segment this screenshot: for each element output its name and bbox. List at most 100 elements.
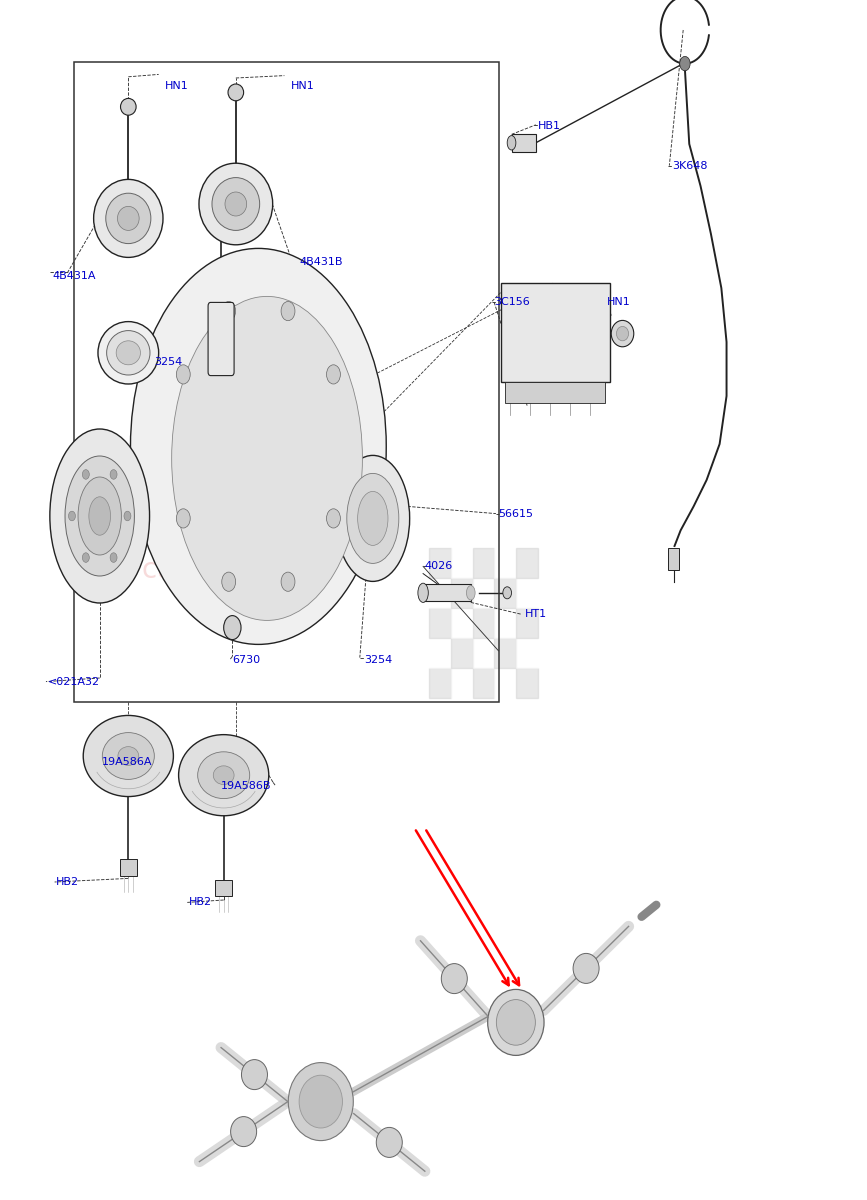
- Circle shape: [224, 616, 241, 640]
- Circle shape: [176, 365, 190, 384]
- Ellipse shape: [198, 751, 250, 799]
- Bar: [516, 638, 538, 668]
- Ellipse shape: [118, 206, 139, 230]
- Circle shape: [281, 572, 295, 592]
- Ellipse shape: [418, 583, 428, 602]
- Circle shape: [124, 511, 131, 521]
- Text: HB1: HB1: [538, 121, 561, 131]
- Ellipse shape: [83, 715, 173, 797]
- Bar: [473, 548, 494, 578]
- Text: HN1: HN1: [290, 82, 314, 91]
- Bar: [668, 548, 679, 570]
- Bar: [429, 668, 451, 698]
- Text: 19A586B: 19A586B: [221, 781, 271, 791]
- Ellipse shape: [231, 1116, 257, 1147]
- Ellipse shape: [130, 248, 387, 644]
- Ellipse shape: [121, 98, 136, 115]
- Circle shape: [327, 509, 341, 528]
- Bar: [120, 859, 137, 876]
- Text: 3C156: 3C156: [494, 298, 530, 307]
- Ellipse shape: [50, 430, 150, 604]
- Bar: [423, 584, 471, 601]
- Bar: [473, 578, 494, 608]
- Ellipse shape: [179, 734, 269, 816]
- Circle shape: [82, 469, 89, 479]
- Circle shape: [110, 469, 117, 479]
- Bar: [451, 608, 473, 638]
- Circle shape: [680, 56, 690, 71]
- Circle shape: [68, 511, 75, 521]
- Ellipse shape: [212, 178, 260, 230]
- Bar: [505, 382, 605, 403]
- Ellipse shape: [289, 1063, 354, 1140]
- Ellipse shape: [78, 478, 121, 554]
- Bar: [451, 638, 473, 668]
- Text: 4B431A: 4B431A: [52, 271, 95, 281]
- Bar: [429, 608, 451, 638]
- Text: <021A32: <021A32: [48, 677, 100, 686]
- Bar: [494, 578, 516, 608]
- Bar: [494, 548, 516, 578]
- Ellipse shape: [107, 330, 150, 374]
- Bar: [494, 608, 516, 638]
- Bar: [473, 668, 494, 698]
- Ellipse shape: [102, 732, 154, 780]
- Circle shape: [327, 365, 341, 384]
- Circle shape: [82, 553, 89, 563]
- Ellipse shape: [503, 587, 512, 599]
- Ellipse shape: [199, 163, 273, 245]
- Ellipse shape: [466, 586, 475, 600]
- Ellipse shape: [98, 322, 159, 384]
- Bar: [516, 548, 538, 578]
- Ellipse shape: [213, 766, 234, 785]
- Text: 3K648: 3K648: [672, 161, 707, 170]
- Text: HN1: HN1: [607, 298, 630, 307]
- Ellipse shape: [611, 320, 634, 347]
- Ellipse shape: [357, 492, 388, 545]
- Text: HT1: HT1: [525, 610, 547, 619]
- Text: scuderia: scuderia: [88, 498, 329, 546]
- Bar: [74, 62, 499, 702]
- Text: 6730: 6730: [232, 655, 260, 665]
- Ellipse shape: [487, 989, 544, 1056]
- Bar: [494, 668, 516, 698]
- Text: HB2: HB2: [56, 877, 80, 887]
- Bar: [473, 608, 494, 638]
- Bar: [516, 578, 538, 608]
- Ellipse shape: [573, 953, 599, 984]
- Text: HN1: HN1: [165, 82, 188, 91]
- Circle shape: [176, 509, 190, 528]
- Bar: [451, 548, 473, 578]
- Bar: [451, 578, 473, 608]
- Ellipse shape: [118, 746, 139, 766]
- Bar: [501, 283, 610, 382]
- Ellipse shape: [116, 341, 140, 365]
- Bar: [429, 548, 451, 578]
- Ellipse shape: [376, 1128, 402, 1157]
- Ellipse shape: [172, 296, 362, 620]
- Ellipse shape: [336, 456, 410, 582]
- Text: HB2: HB2: [189, 898, 212, 907]
- Ellipse shape: [228, 84, 244, 101]
- Bar: [516, 608, 538, 638]
- Ellipse shape: [88, 497, 111, 535]
- Ellipse shape: [496, 1000, 536, 1045]
- Ellipse shape: [225, 192, 247, 216]
- Bar: [429, 578, 451, 608]
- Ellipse shape: [241, 1060, 267, 1090]
- Text: 3254: 3254: [364, 655, 393, 665]
- Circle shape: [281, 301, 295, 320]
- Bar: [516, 668, 538, 698]
- Circle shape: [222, 301, 236, 320]
- Text: 56615: 56615: [499, 509, 533, 518]
- Ellipse shape: [616, 326, 629, 341]
- FancyBboxPatch shape: [208, 302, 234, 376]
- Circle shape: [222, 572, 236, 592]
- Ellipse shape: [65, 456, 134, 576]
- Ellipse shape: [299, 1075, 342, 1128]
- Text: 19A586A: 19A586A: [102, 757, 153, 767]
- Ellipse shape: [441, 964, 467, 994]
- Bar: [512, 134, 536, 152]
- Text: car  parts: car parts: [141, 556, 275, 584]
- Ellipse shape: [106, 193, 151, 244]
